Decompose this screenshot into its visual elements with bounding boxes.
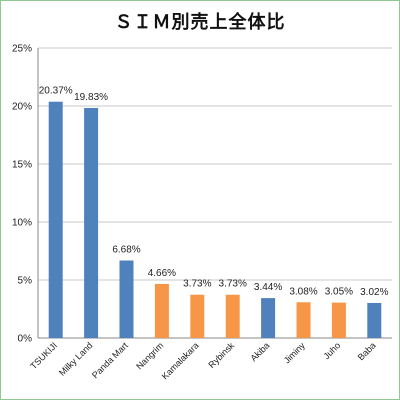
data-label: 19.83% (74, 92, 108, 103)
bar (190, 294, 205, 338)
category-label: TSUKIJI (28, 340, 59, 371)
bar (84, 107, 99, 338)
bar (154, 283, 169, 338)
bar (48, 101, 63, 338)
y-tick-label: 15% (12, 160, 32, 171)
bar (331, 302, 346, 338)
category-label: Jiminy (282, 340, 307, 365)
chart-title: ＳＩＭ別売上全体比 (114, 12, 286, 33)
y-tick-label: 10% (12, 218, 32, 229)
category-label: Rybinsk (206, 340, 236, 370)
category-label: Panda Mart (90, 340, 130, 380)
bar (261, 298, 276, 338)
y-tick-label: 25% (12, 44, 32, 55)
bar (367, 302, 382, 338)
data-label: 3.73% (183, 279, 211, 290)
category-label: Nangrim (134, 340, 165, 371)
data-label: 6.68% (112, 245, 140, 256)
data-label: 3.73% (219, 279, 247, 290)
y-tick-label: 5% (18, 276, 33, 287)
data-label: 20.37% (39, 86, 73, 97)
category-label: Kamalakara (160, 340, 201, 381)
category-label: Baba (356, 340, 378, 362)
data-label: 3.05% (325, 287, 353, 298)
y-tick-label: 0% (18, 334, 33, 345)
bar (296, 302, 311, 338)
category-label: Milky Land (57, 340, 94, 377)
data-label: 3.02% (360, 287, 388, 298)
data-label: 3.08% (289, 286, 317, 297)
data-label: 4.66% (148, 268, 176, 279)
category-label: Akiba (249, 340, 272, 363)
y-tick-label: 20% (12, 102, 32, 113)
data-label: 3.44% (254, 282, 282, 293)
bar (119, 260, 134, 338)
category-label: Juho (321, 340, 342, 361)
bar (225, 294, 240, 338)
